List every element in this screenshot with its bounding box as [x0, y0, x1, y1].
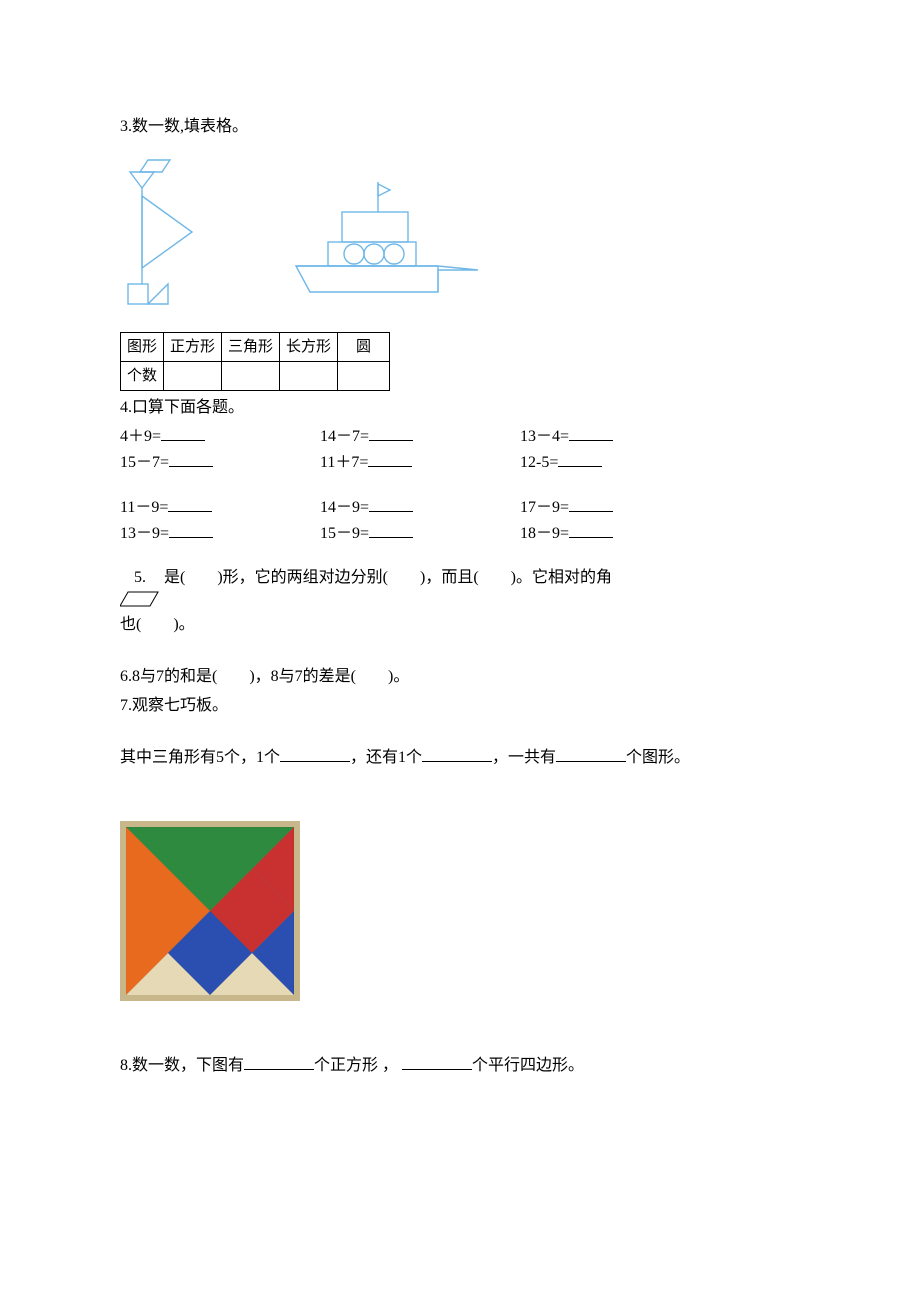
answer-blank[interactable]: [422, 746, 492, 762]
answer-blank[interactable]: [369, 496, 413, 512]
cell-blank[interactable]: [164, 361, 222, 390]
cell-circle: 圆: [338, 332, 390, 361]
arith-expr: 17－9=: [520, 499, 569, 516]
q4-block1: 4＋9= 14－7= 13－4= 15－7= 11＋7= 12-5=: [120, 424, 800, 475]
q3-figure-2: [270, 178, 490, 308]
answer-blank[interactable]: [369, 522, 413, 538]
q5-leading: 5.: [120, 565, 160, 609]
q6-text: 6.8与7的和是( )，8与7的差是( )。: [120, 664, 800, 690]
q3-table: 图形 正方形 三角形 长方形 圆 个数: [120, 332, 390, 391]
arith-expr: 14－7=: [320, 428, 369, 445]
answer-blank[interactable]: [556, 746, 626, 762]
cell-square: 正方形: [164, 332, 222, 361]
arith-item: 15－9=: [320, 521, 520, 547]
arith-item: 14－9=: [320, 495, 520, 521]
worksheet-page: 3.数一数,填表格。: [0, 0, 920, 1142]
arith-item: 15－7=: [120, 450, 320, 476]
arith-expr: 18－9=: [520, 525, 569, 542]
table-row: 图形 正方形 三角形 长方形 圆: [121, 332, 390, 361]
parallelogram-icon: [120, 590, 160, 608]
answer-blank[interactable]: [569, 496, 613, 512]
q7-a: 其中三角形有5个，1个: [120, 749, 280, 766]
answer-blank[interactable]: [169, 451, 213, 467]
q8-b: 个正方形 ，: [314, 1057, 402, 1074]
arith-item: 12-5=: [520, 450, 720, 476]
arith-expr: 11－9=: [120, 499, 168, 516]
q7-prompt: 7.观察七巧板。: [120, 693, 800, 719]
arith-item: 4＋9=: [120, 424, 320, 450]
arith-expr: 15－9=: [320, 525, 369, 542]
q3-figure-1: [120, 158, 210, 308]
q8-line: 8.数一数，下图有 个正方形 ， 个平行四边形。: [120, 1053, 800, 1079]
cell-triangle: 三角形: [222, 332, 280, 361]
q7-line: 其中三角形有5个，1个 ，还有1个 ，一共有 个图形。: [120, 745, 800, 771]
q5-line1: 5. 是( )形，它的两组对边分别( )，而且( )。它相对的角: [120, 565, 800, 609]
q7-d: 个图形。: [626, 749, 690, 766]
cell-blank[interactable]: [338, 361, 390, 390]
q5-prefix: 5.: [134, 565, 146, 591]
arith-item: 11＋7=: [320, 450, 520, 476]
q4-block2: 11－9= 14－9= 17－9= 13－9= 15－9= 18－9=: [120, 495, 800, 546]
answer-blank[interactable]: [558, 451, 602, 467]
answer-blank[interactable]: [569, 425, 613, 441]
answer-blank[interactable]: [169, 522, 213, 538]
cell-rectangle: 长方形: [280, 332, 338, 361]
arith-item: 11－9=: [120, 495, 320, 521]
answer-blank[interactable]: [368, 451, 412, 467]
arith-expr: 4＋9=: [120, 428, 161, 445]
arith-item: 14－7=: [320, 424, 520, 450]
q3-prompt: 3.数一数,填表格。: [120, 114, 800, 140]
arith-expr: 14－9=: [320, 499, 369, 516]
cell-count-label: 个数: [121, 361, 164, 390]
arith-expr: 12-5=: [520, 454, 558, 471]
answer-blank[interactable]: [569, 522, 613, 538]
cell-blank[interactable]: [222, 361, 280, 390]
answer-blank[interactable]: [402, 1054, 472, 1070]
arith-item: 13－4=: [520, 424, 720, 450]
answer-blank[interactable]: [161, 425, 205, 441]
cell-shape-label: 图形: [121, 332, 164, 361]
q8-c: 个平行四边形。: [472, 1057, 584, 1074]
arith-item: 18－9=: [520, 521, 720, 547]
q8-a: 8.数一数，下图有: [120, 1057, 244, 1074]
answer-blank[interactable]: [280, 746, 350, 762]
tangram-svg: [126, 827, 294, 995]
tangram-figure: [120, 821, 300, 1001]
q5-text2: 也( )。: [120, 612, 800, 638]
q3-figures: [120, 158, 800, 308]
arith-expr: 11＋7=: [320, 454, 368, 471]
answer-blank[interactable]: [244, 1054, 314, 1070]
arith-expr: 13－9=: [120, 525, 169, 542]
table-row: 个数: [121, 361, 390, 390]
arith-expr: 13－4=: [520, 428, 569, 445]
answer-blank[interactable]: [369, 425, 413, 441]
q5-text1: 是( )形，它的两组对边分别( )，而且( )。它相对的角: [164, 565, 612, 591]
cell-blank[interactable]: [280, 361, 338, 390]
answer-blank[interactable]: [168, 496, 212, 512]
q7-b: ，还有1个: [350, 749, 422, 766]
arith-expr: 15－7=: [120, 454, 169, 471]
arith-item: 17－9=: [520, 495, 720, 521]
q7-c: ，一共有: [492, 749, 556, 766]
q4-prompt: 4.口算下面各题。: [120, 395, 800, 421]
arith-item: 13－9=: [120, 521, 320, 547]
